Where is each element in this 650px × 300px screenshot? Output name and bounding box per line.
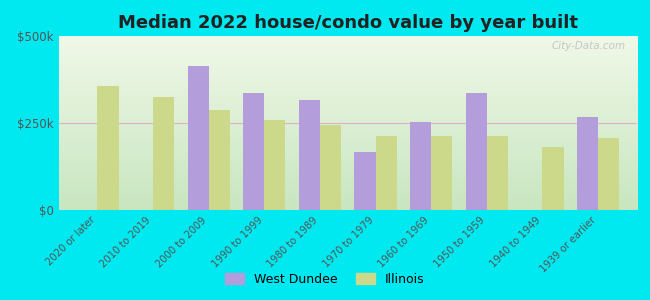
Bar xyxy=(299,100,320,210)
Bar xyxy=(209,110,230,210)
Bar xyxy=(487,136,508,210)
Bar xyxy=(320,125,341,210)
Bar xyxy=(577,117,598,210)
Bar xyxy=(153,97,174,210)
Title: Median 2022 house/condo value by year built: Median 2022 house/condo value by year bu… xyxy=(118,14,578,32)
Bar xyxy=(410,122,431,210)
Text: City-Data.com: City-Data.com xyxy=(551,41,625,51)
Bar xyxy=(188,66,209,210)
Bar xyxy=(354,152,376,210)
Bar xyxy=(376,136,396,210)
Bar xyxy=(465,93,487,210)
Bar xyxy=(98,86,118,210)
Bar xyxy=(431,136,452,210)
Bar xyxy=(598,138,619,210)
Legend: West Dundee, Illinois: West Dundee, Illinois xyxy=(220,268,430,291)
Bar xyxy=(543,147,564,210)
Bar xyxy=(265,119,285,210)
Bar xyxy=(243,93,265,210)
